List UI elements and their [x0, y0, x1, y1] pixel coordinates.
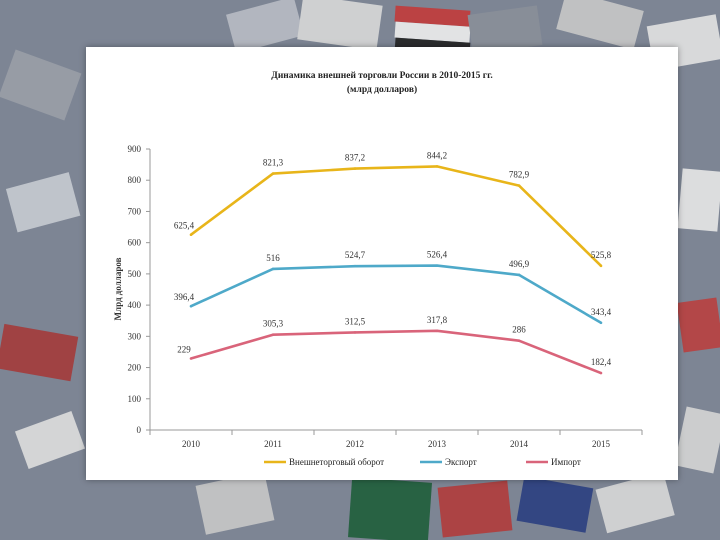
- data-label: 496,9: [509, 259, 530, 269]
- data-label: 526,4: [427, 250, 448, 260]
- data-point: [517, 273, 521, 277]
- legend-entry: Внешнеторговый оборот: [289, 457, 384, 467]
- data-label: 782,9: [509, 170, 530, 180]
- data-point: [189, 304, 193, 308]
- data-label: 821,3: [263, 158, 284, 168]
- y-tick-label: 0: [137, 425, 142, 435]
- data-point: [189, 357, 193, 360]
- data-point: [435, 165, 439, 168]
- data-point: [435, 264, 439, 267]
- x-tick-label: 2011: [264, 439, 282, 449]
- data-point: [189, 233, 193, 237]
- data-label: 524,7: [345, 250, 366, 260]
- chart-card: Динамика внешней торговли России в 2010-…: [86, 47, 678, 480]
- data-label: 286: [512, 325, 526, 335]
- y-axis-label: Млрд долларов: [113, 257, 123, 320]
- data-label: 625,4: [174, 221, 195, 231]
- y-tick-label: 700: [128, 206, 142, 216]
- y-tick-label: 800: [128, 175, 142, 185]
- legend: Внешнеторговый оборот Экспорт Импорт: [264, 457, 581, 467]
- data-point: [271, 172, 275, 175]
- data-label: 844,2: [427, 150, 447, 160]
- data-label: 229: [177, 345, 191, 355]
- data-label: 343,4: [591, 307, 612, 317]
- data-point: [517, 184, 521, 187]
- data-point: [353, 331, 357, 334]
- data-point: [271, 267, 275, 271]
- legend-entry: Импорт: [551, 457, 581, 467]
- y-tick-label: 300: [128, 331, 142, 341]
- data-point: [435, 329, 439, 333]
- y-tick-label: 900: [128, 144, 142, 154]
- y-tick-label: 600: [128, 238, 142, 248]
- data-label: 317,8: [427, 315, 448, 325]
- line-chart: Динамика внешней торговли России в 2010-…: [113, 70, 643, 467]
- data-point: [353, 264, 357, 268]
- data-label: 837,2: [345, 153, 365, 163]
- series-line: [190, 264, 602, 324]
- x-tick-label: 2014: [510, 439, 529, 449]
- series-line: [190, 165, 602, 267]
- plot-area: 0 100 200 300 400 500 600 700 800 900 2010 2011 2012…: [128, 144, 643, 449]
- x-tick-label: 2013: [428, 439, 447, 449]
- data-label: 525,8: [591, 250, 612, 260]
- y-tick-label: 500: [128, 269, 142, 279]
- y-tick-label: 400: [128, 300, 142, 310]
- data-label: 396,4: [174, 292, 195, 302]
- series-line: [190, 329, 602, 375]
- data-label: 516: [266, 253, 280, 263]
- data-point: [353, 167, 357, 170]
- x-tick-label: 2012: [346, 439, 364, 449]
- chart-title: Динамика внешней торговли России в 2010-…: [271, 70, 492, 81]
- data-point: [271, 333, 275, 336]
- data-point: [517, 339, 521, 343]
- chart-subtitle: (млрд долларов): [347, 84, 417, 95]
- x-tick-label: 2015: [592, 439, 611, 449]
- legend-entry: Экспорт: [445, 457, 477, 467]
- data-label: 305,3: [263, 319, 284, 329]
- x-tick-label: 2010: [182, 439, 201, 449]
- data-point: [599, 264, 603, 268]
- data-label: 312,5: [345, 316, 366, 326]
- y-tick-label: 100: [128, 394, 142, 404]
- data-label: 182,4: [591, 357, 612, 367]
- data-point: [599, 321, 603, 325]
- y-tick-label: 200: [128, 363, 142, 373]
- data-point: [599, 371, 603, 375]
